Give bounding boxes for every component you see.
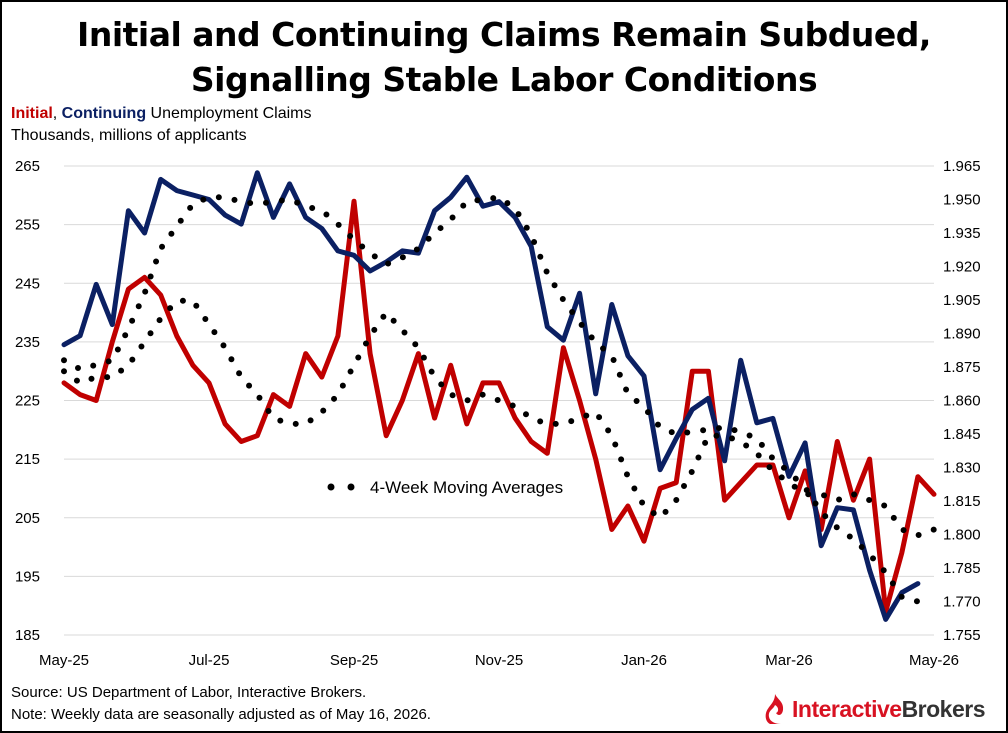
y-left-tick-label: 215 — [15, 451, 40, 468]
y-left-tick-label: 235 — [15, 334, 40, 351]
y-left-tick-label: 255 — [15, 217, 40, 234]
x-tick-label: Sep-25 — [330, 652, 378, 669]
x-tick-label: Mar-26 — [765, 652, 813, 669]
interactive-brokers-logo: InteractiveBrokers — [762, 692, 1002, 728]
y-right-tick-label: 1.755 — [943, 627, 981, 644]
continuing-line — [61, 170, 921, 622]
logo-text-part1: Interactive — [792, 696, 902, 722]
y-right-tick-label: 1.905 — [943, 292, 981, 309]
y-left-tick-label: 245 — [15, 275, 40, 292]
initial-4-week-ma-line — [61, 297, 937, 539]
x-tick-label: Jul-25 — [189, 652, 230, 669]
y-right-tick-label: 1.860 — [943, 393, 981, 410]
y-left-tick-label: 195 — [15, 568, 40, 585]
initial-line — [61, 198, 937, 614]
subtitle-rest: Unemployment Claims — [146, 105, 312, 122]
y-right-tick-label: 1.875 — [943, 359, 981, 376]
moving-average-annotation: 4-Week Moving Averages — [370, 478, 563, 497]
logo-text-part2: Brokers — [901, 696, 986, 722]
subtitle-initial: Initial — [11, 105, 53, 122]
x-tick-label: Nov-25 — [475, 652, 523, 669]
y-right-tick-label: 1.830 — [943, 460, 981, 477]
y-left-tick-label: 265 — [15, 158, 40, 175]
continuing-4-week-ma-line — [61, 194, 921, 605]
y-left-tick-label: 205 — [15, 510, 40, 527]
chart-subtitle: Initial, Continuing Unemployment Claims — [11, 105, 311, 123]
chart-title: Initial and Continuing Claims Remain Sub… — [2, 12, 1006, 102]
y-right-tick-label: 1.965 — [943, 158, 981, 175]
annotation-dot-0 — [327, 483, 335, 491]
y-right-tick-label: 1.845 — [943, 426, 981, 443]
x-tick-label: May-26 — [909, 652, 959, 669]
y-left-tick-label: 185 — [15, 627, 40, 644]
y-right-tick-label: 1.935 — [943, 225, 981, 242]
source-note: Source: US Department of Labor, Interact… — [11, 684, 367, 701]
ib-flame-icon — [765, 694, 784, 724]
logo-text: InteractiveBrokers — [792, 696, 986, 723]
annotation-dot-1 — [347, 483, 355, 491]
y-right-tick-label: 1.815 — [943, 493, 981, 510]
subtitle-continuing: Continuing — [61, 105, 147, 122]
y-right-tick-label: 1.800 — [943, 527, 981, 544]
subtitle-separator: , — [52, 105, 62, 122]
y-right-tick-label: 1.920 — [943, 259, 981, 276]
chart-title-line-2: Signalling Stable Labor Conditions — [190, 60, 818, 99]
chart-units: Thousands, millions of applicants — [11, 127, 247, 144]
y-right-tick-label: 1.785 — [943, 560, 981, 577]
y-right-tick-label: 1.770 — [943, 594, 981, 611]
y-left-tick-label: 225 — [15, 393, 40, 410]
y-right-tick-label: 1.890 — [943, 326, 981, 343]
x-tick-label: Jan-26 — [621, 652, 667, 669]
y-right-tick-label: 1.950 — [943, 192, 981, 209]
chart-title-line-1: Initial and Continuing Claims Remain Sub… — [77, 15, 931, 54]
data-note: Note: Weekly data are seasonally adjuste… — [11, 706, 431, 723]
x-tick-label: May-25 — [39, 652, 89, 669]
